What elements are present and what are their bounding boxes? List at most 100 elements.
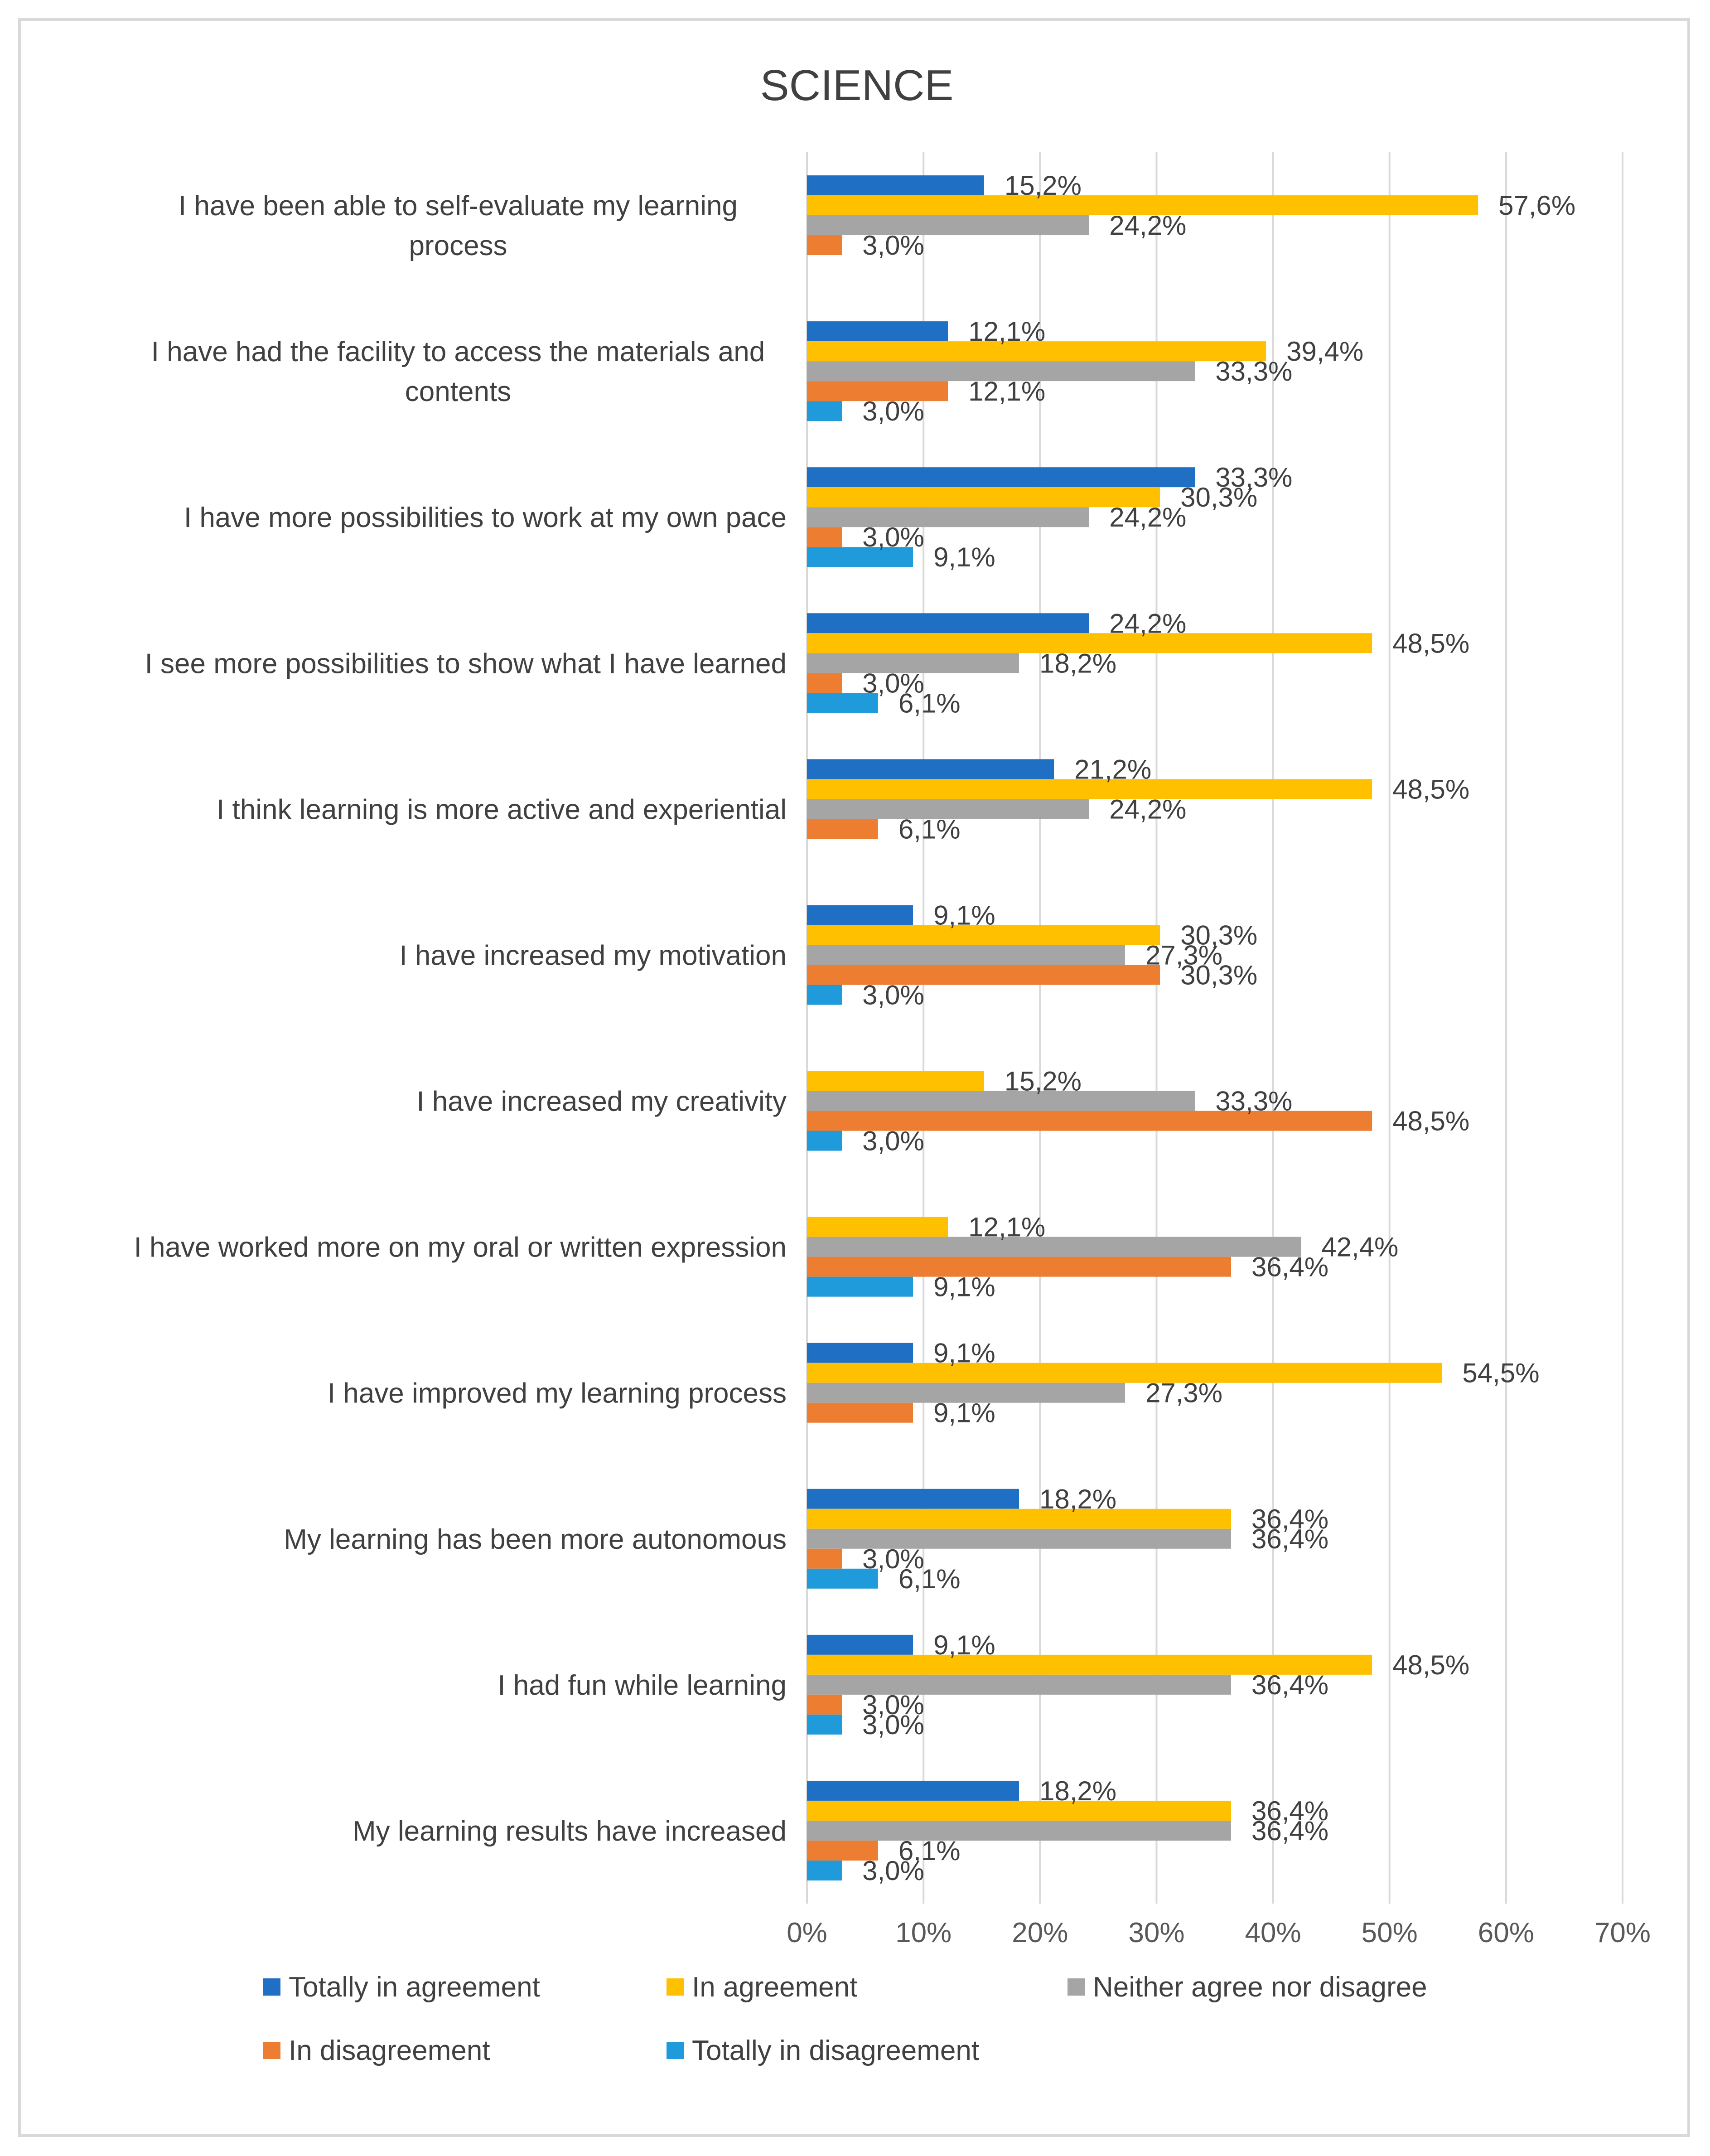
data-label: 9,1% [933, 1338, 995, 1368]
bar-in-disagreement [807, 235, 842, 256]
data-label: 30,3% [1180, 960, 1257, 990]
bar-in-disagreement [807, 1548, 842, 1569]
bar-in-disagreement [807, 1111, 1372, 1131]
bar-totally-in-disagreement [807, 1276, 913, 1297]
bar-neither-agree-nor-disagree [807, 1091, 1195, 1111]
bar-in-agreement [807, 1508, 1231, 1529]
bar-in-disagreement [807, 527, 842, 547]
data-label: 48,5% [1392, 1106, 1469, 1136]
bar-totally-in-agreement [807, 905, 913, 925]
bar-neither-agree-nor-disagree [807, 1383, 1125, 1403]
data-label: 27,3% [1145, 940, 1222, 970]
x-tick-label: 10% [895, 1917, 952, 1948]
bar-in-disagreement [807, 1257, 1231, 1277]
bar-totally-in-agreement [807, 1634, 913, 1655]
bar-in-disagreement [807, 819, 878, 839]
bar-neither-agree-nor-disagree [807, 1820, 1231, 1841]
bar-neither-agree-nor-disagree [807, 361, 1195, 382]
bar-totally-in-agreement [807, 1489, 1019, 1509]
data-label: 24,2% [1109, 794, 1186, 824]
category-labels: I have been able to self-evaluate my lea… [134, 190, 787, 1847]
data-label: 30,3% [1180, 920, 1257, 950]
bar-neither-agree-nor-disagree [807, 1528, 1231, 1549]
legend-swatch [263, 1978, 280, 1996]
data-label: 9,1% [933, 1398, 995, 1428]
bar-neither-agree-nor-disagree [807, 799, 1089, 819]
legend-item-in-disagreement: In disagreement [263, 2035, 490, 2066]
category-label: I have worked more on my oral or written… [134, 1232, 787, 1263]
bar-neither-agree-nor-disagree [807, 1237, 1301, 1257]
bar-in-disagreement [807, 1694, 842, 1715]
bar-in-disagreement [807, 1840, 878, 1861]
data-label: 18,2% [1039, 648, 1116, 678]
data-label: 33,3% [1215, 462, 1292, 493]
data-label: 3,0% [862, 1710, 924, 1740]
data-label: 12,1% [968, 376, 1045, 406]
bar-totally-in-agreement [807, 613, 1089, 633]
data-label: 9,1% [933, 1630, 995, 1660]
data-label: 3,0% [862, 668, 924, 698]
bars [807, 175, 1478, 1880]
legend-label: Neither agree nor disagree [1093, 1972, 1427, 2003]
x-tick-label: 70% [1594, 1917, 1651, 1948]
data-labels: 15,2% 12,1% 33,3% 24,2% 21,2% 9,1% 9,1% 18,2% 9,… [862, 170, 1575, 1886]
bar-totally-in-agreement [807, 1343, 913, 1363]
bar-in-agreement [807, 1217, 948, 1237]
data-label: 36,4% [1251, 1504, 1328, 1534]
x-tick-label: 30% [1128, 1917, 1184, 1948]
bar-totally-in-disagreement [807, 1131, 842, 1151]
data-label: 36,4% [1251, 1252, 1328, 1282]
bar-in-agreement [807, 1800, 1231, 1821]
data-label: 30,3% [1180, 482, 1257, 512]
legend-label: In agreement [692, 1972, 857, 2003]
bar-in-agreement [807, 487, 1160, 508]
x-tick-label: 20% [1012, 1917, 1068, 1948]
category-label: My learning has been more autonomous [284, 1524, 787, 1555]
bar-totally-in-disagreement [807, 1860, 842, 1880]
legend-label: Totally in disagreement [692, 2035, 979, 2066]
gridlines [806, 152, 1623, 1904]
bar-in-disagreement [807, 965, 1160, 985]
data-label: 36,4% [1251, 1670, 1328, 1700]
bar-totally-in-agreement [807, 321, 948, 342]
data-label: 36,4% [1251, 1524, 1328, 1554]
bar-in-disagreement [807, 1402, 913, 1423]
data-label: 9,1% [933, 1272, 995, 1302]
data-label: 36,4% [1251, 1796, 1328, 1826]
category-label: I think learning is more active and expe… [217, 794, 787, 825]
data-label: 33,3% [1215, 356, 1292, 387]
data-label: 3,0% [862, 1126, 924, 1156]
category-label: My learning results have increased [353, 1816, 787, 1847]
legend-swatch [263, 2042, 280, 2059]
legend: Totally in agreement In agreement Neither … [263, 1972, 1427, 2066]
bar-totally-in-agreement [807, 175, 984, 196]
data-label: 6,1% [898, 1836, 961, 1866]
x-tick-label: 40% [1245, 1917, 1301, 1948]
legend-label: Totally in agreement [289, 1972, 540, 2003]
data-label: 3,0% [862, 522, 924, 552]
bar-totally-in-agreement [807, 759, 1054, 779]
bar-in-agreement [807, 925, 1160, 945]
data-label: 39,4% [1286, 336, 1363, 367]
data-label: 18,2% [1039, 1776, 1116, 1806]
category-label: I had fun while learning [498, 1670, 787, 1701]
legend-item-neither-agree-nor-disagree: Neither agree nor disagree [1068, 1972, 1427, 2003]
data-label: 24,2% [1109, 608, 1186, 638]
bar-in-disagreement [807, 673, 842, 693]
data-label: 12,1% [968, 1212, 1045, 1242]
category-label: I have more possibilities to work at my … [184, 502, 787, 533]
x-tick-label: 0% [787, 1917, 827, 1948]
data-label: 3,0% [862, 230, 924, 261]
bar-neither-agree-nor-disagree [807, 653, 1019, 673]
bar-totally-in-disagreement [807, 693, 878, 713]
bar-neither-agree-nor-disagree [807, 1674, 1231, 1695]
data-label: 6,1% [898, 688, 961, 718]
data-label: 48,5% [1392, 628, 1469, 658]
data-label: 3,0% [862, 1856, 924, 1886]
legend-swatch [667, 1978, 684, 1996]
bar-totally-in-disagreement [807, 547, 913, 567]
data-label: 24,2% [1109, 210, 1186, 241]
data-label: 33,3% [1215, 1086, 1292, 1117]
data-label: 57,6% [1498, 190, 1575, 221]
chart-frame: SCIENCE 0% 10% 20% 30% 40% 50% 60% 70% I have b… [18, 18, 1690, 2137]
